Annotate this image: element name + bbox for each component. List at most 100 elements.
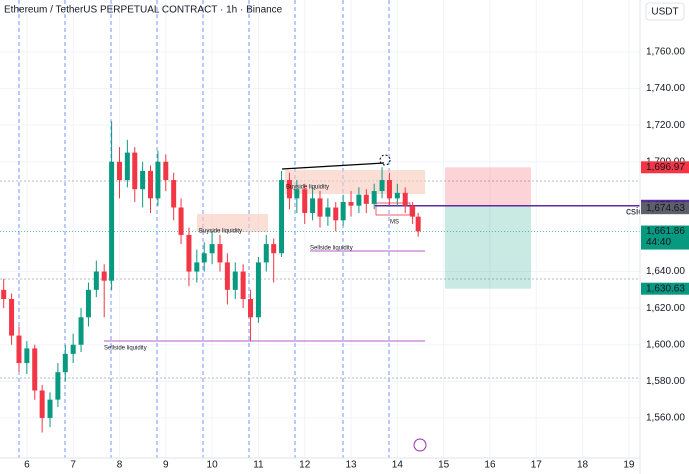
candle-body xyxy=(148,170,154,199)
candle-body xyxy=(402,192,408,206)
x-tick-label: 19 xyxy=(623,460,635,471)
candle-body xyxy=(109,161,115,281)
liquidity-zone xyxy=(285,170,425,194)
candle-body xyxy=(348,202,354,206)
candle-body xyxy=(415,216,421,232)
candle-body xyxy=(201,253,207,263)
candle-body xyxy=(132,152,138,190)
candle-body xyxy=(85,289,91,318)
candle-body xyxy=(78,317,84,345)
candle-body xyxy=(24,348,30,364)
candle-body xyxy=(286,180,292,199)
candle-body xyxy=(310,198,316,213)
session-lines xyxy=(18,0,390,458)
price-label: 1,661.86 xyxy=(646,226,685,237)
annotation: Buyside liquidity xyxy=(286,185,329,191)
candle-body xyxy=(232,271,238,290)
x-tick-label: 17 xyxy=(531,460,543,471)
price-label: 1,696.97 xyxy=(646,162,685,173)
price-label-box xyxy=(641,225,689,250)
annotations: Buyside liquidity Buyside liquidity Sell… xyxy=(104,185,644,352)
y-tick-label: 1,720.00 xyxy=(646,120,685,131)
candle-body xyxy=(410,205,416,217)
x-tick-label: 6 xyxy=(24,460,30,471)
liquidity-zone xyxy=(197,214,268,232)
candle-body xyxy=(302,189,308,213)
candle-body xyxy=(47,399,53,418)
x-tick-label: 14 xyxy=(392,460,404,471)
trend-line xyxy=(281,162,385,170)
candle-body xyxy=(171,180,177,208)
annotation: MS xyxy=(390,220,399,226)
y-tick-label: 1,760.00 xyxy=(646,47,685,58)
candle-body xyxy=(317,198,323,217)
candle-body xyxy=(340,202,346,221)
candle-body xyxy=(363,194,369,204)
chart-title: Ethereum / TetherUS PERPETUAL CONTRACT ·… xyxy=(4,5,283,16)
candle-body xyxy=(371,191,377,204)
candle-body xyxy=(294,189,300,199)
x-tick-label: 8 xyxy=(117,460,123,471)
candle-body xyxy=(279,180,285,254)
price-label: 1,674.63 xyxy=(646,203,685,214)
candle-body xyxy=(379,180,385,192)
candle-body xyxy=(39,390,45,418)
candle-body xyxy=(70,344,76,354)
candle-body xyxy=(271,244,277,254)
candle-body xyxy=(124,152,130,181)
drawings xyxy=(0,0,640,458)
price-label: 1,630.63 xyxy=(646,283,685,294)
price-label-box xyxy=(641,282,689,295)
ms-box xyxy=(375,202,411,216)
annotation: csid xyxy=(626,207,644,218)
x-tick-label: 18 xyxy=(577,460,589,471)
price-label-box xyxy=(641,161,689,174)
x-tick-label: 7 xyxy=(70,460,76,471)
candle-body xyxy=(178,207,184,235)
candle-body xyxy=(62,353,68,373)
y-tick-label: 1,580.00 xyxy=(646,376,685,387)
annotation: Sellside liquidity xyxy=(104,346,147,352)
candle-body xyxy=(394,192,400,199)
x-tick-label: 12 xyxy=(299,460,311,471)
candle-body xyxy=(93,271,99,290)
candle-body xyxy=(101,271,107,281)
annotation: Buyside liquidity xyxy=(199,229,242,235)
currency-button[interactable] xyxy=(645,2,685,21)
candle-body xyxy=(140,170,146,190)
y-tick-label: 1,640.00 xyxy=(646,266,685,277)
candle-body xyxy=(333,207,339,221)
candle-body xyxy=(155,161,161,199)
y-tick-label: 1,620.00 xyxy=(646,303,685,314)
candle-body xyxy=(386,180,392,199)
x-tick-label: 11 xyxy=(253,460,264,471)
candle-body xyxy=(32,348,38,391)
currency[interactable]: USDT xyxy=(651,7,678,18)
stop-zone xyxy=(445,167,531,206)
annotation: Sellside liquidity xyxy=(310,246,353,252)
price-label-box xyxy=(641,202,689,215)
candle-body xyxy=(116,161,122,181)
x-tick-label: 15 xyxy=(438,460,450,471)
candle-body xyxy=(263,244,269,263)
candle-body xyxy=(163,161,169,181)
candle-body xyxy=(217,244,223,263)
candle-body xyxy=(55,372,61,400)
candle-body xyxy=(194,262,200,272)
x-tick-label: 10 xyxy=(207,460,219,471)
candles xyxy=(1,121,421,433)
y-tick-label: 1,600.00 xyxy=(646,339,685,350)
candle-body xyxy=(255,262,261,318)
candle-body xyxy=(1,289,7,299)
icon[interactable] xyxy=(413,438,427,452)
candle-body xyxy=(16,335,22,364)
candle-body xyxy=(224,262,230,290)
marker xyxy=(379,154,391,166)
candle-body xyxy=(325,207,331,217)
x-tick-label: 9 xyxy=(163,460,169,471)
countdown: 44:40 xyxy=(646,237,671,248)
candle-body xyxy=(186,234,192,272)
candle-body xyxy=(209,244,215,254)
